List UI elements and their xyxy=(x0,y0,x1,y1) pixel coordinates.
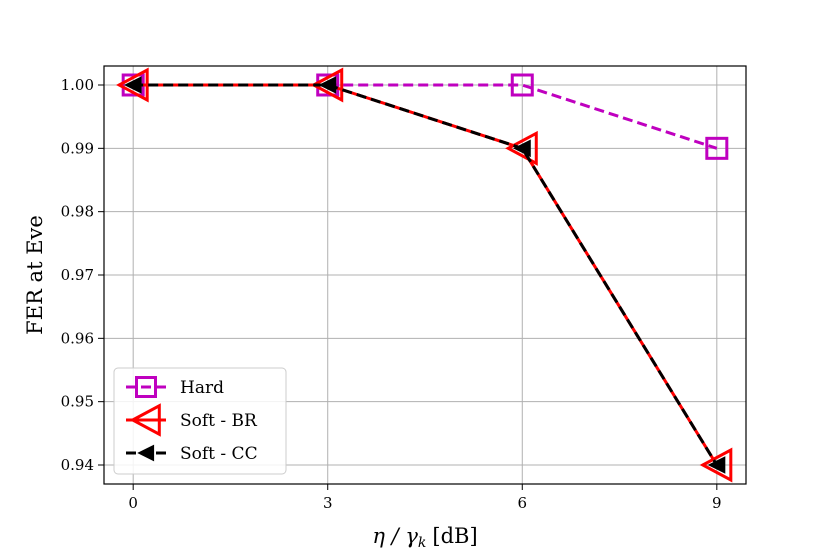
y-axis-label-group: FER at Eve xyxy=(23,215,47,335)
series-line xyxy=(133,83,719,466)
marker-square xyxy=(510,73,534,97)
x-tick-label: 0 xyxy=(128,494,138,512)
marker-triangle-filled xyxy=(124,76,142,94)
marker-triangle-open xyxy=(116,67,149,103)
series-2 xyxy=(124,76,726,474)
x-tick-label: 9 xyxy=(712,494,722,512)
legend-label: Soft - BR xyxy=(180,411,258,431)
marker-triangle-filled xyxy=(137,444,155,462)
y-tick-label: 0.99 xyxy=(61,139,94,157)
legend-entry: Soft - CC xyxy=(126,444,258,464)
y-tick-label: 1.00 xyxy=(61,76,94,94)
legend-label: Hard xyxy=(180,378,224,398)
y-tick-label: 0.98 xyxy=(61,203,94,221)
series-layer xyxy=(116,67,733,483)
marker-square xyxy=(135,376,157,398)
marker-triangle-filled xyxy=(707,456,726,474)
x-tick-label: 3 xyxy=(323,494,333,512)
x-axis-label-main: η / γ xyxy=(372,524,418,548)
x-axis-label-subscript: k xyxy=(418,535,426,551)
y-tick-label: 0.96 xyxy=(61,329,94,347)
marker-triangle-open xyxy=(310,67,344,103)
marker-triangle-open xyxy=(699,447,733,483)
marker-square xyxy=(705,136,729,160)
y-tick-label: 0.95 xyxy=(61,393,94,411)
axis-ticks: 0 3 6 9 0.94 0.95 0.96 0.97 0.98 0.99 1.00 xyxy=(61,76,722,512)
y-axis-label: FER at Eve xyxy=(23,215,47,335)
legend-entry: Soft - BR xyxy=(126,403,258,437)
marker-triangle-filled xyxy=(318,76,337,94)
marker-triangle-open xyxy=(505,130,538,166)
marker-triangle-open xyxy=(129,403,161,437)
y-tick-label: 0.97 xyxy=(61,266,94,284)
x-axis-label: η / γk [dB] xyxy=(372,524,477,551)
x-axis-label-unit: [dB] xyxy=(432,524,477,548)
x-tick-label: 6 xyxy=(517,494,527,512)
legend-label: Soft - CC xyxy=(180,444,258,464)
marker-triangle-filled xyxy=(513,139,531,158)
y-tick-label: 0.94 xyxy=(61,456,94,474)
legend: Hard Soft - BR Soft - CC xyxy=(113,367,287,475)
legend-entry: Hard xyxy=(126,376,224,398)
